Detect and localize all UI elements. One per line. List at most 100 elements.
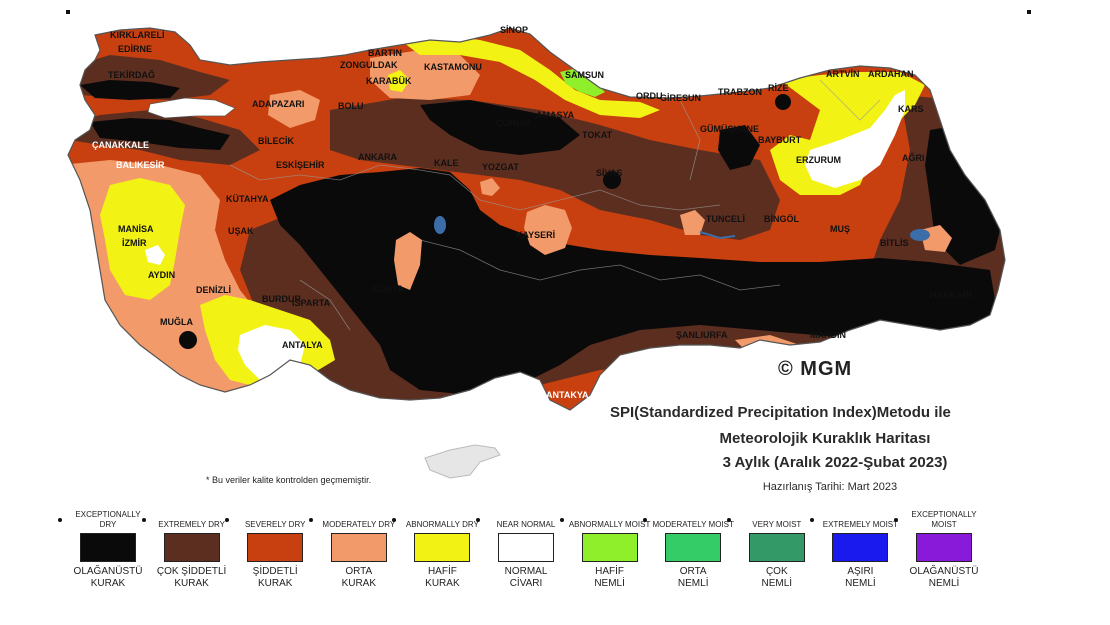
city-label: KARS xyxy=(898,104,924,114)
city-label: BİLECİK xyxy=(258,136,294,146)
legend-label-tr: AŞIRI NEMLİ xyxy=(845,566,876,589)
legend-swatch xyxy=(163,533,220,562)
legend-swatch xyxy=(916,533,972,562)
zone-moderately-dry-konya xyxy=(394,232,422,290)
city-label: ANTAKYA xyxy=(546,390,589,400)
legend-bullet xyxy=(810,518,815,522)
legend-label-tr: ORTA NEMLİ xyxy=(677,566,709,589)
legend-label-en: SEVERELY DRY xyxy=(244,520,306,529)
city-label: KAYSERİ xyxy=(516,230,556,240)
legend-swatch xyxy=(247,533,304,562)
city-label: HAKKARİ xyxy=(930,290,972,300)
city-label: BOLU xyxy=(338,101,364,111)
legend-label-tr: OLAĞANÜSTÜ NEMLİ xyxy=(909,566,979,589)
city-label: SİVAS xyxy=(596,168,623,178)
legend-swatch xyxy=(498,533,554,562)
spot-exceptionally-dry-rize xyxy=(775,94,791,110)
legend-bullet xyxy=(392,518,397,522)
zone-extremely-dry-north xyxy=(330,98,780,240)
legend-swatch xyxy=(414,533,471,562)
legend-label-en: MODERATELY MOIST xyxy=(652,520,734,529)
sea-of-marmara xyxy=(147,97,236,119)
reservoir-ataturk xyxy=(699,231,736,240)
city-label: UŞAK xyxy=(228,226,254,236)
zone-exceptionally-dry-sivas xyxy=(718,125,760,170)
city-label: AYDIN xyxy=(148,270,176,280)
legend-label-en: MODERATELY DRY xyxy=(322,520,396,529)
lake-van xyxy=(910,229,930,241)
title-line-3: 3 Aylık (Aralık 2022-Şubat 2023) xyxy=(722,454,948,471)
city-label: MANİSA xyxy=(118,224,154,234)
legend-swatch xyxy=(832,533,889,562)
legend-item: VERY MOIST ÇOK NEMLİ xyxy=(735,508,819,590)
legend-label-en: EXTREMELY DRY xyxy=(158,520,225,529)
zone-abnormally-dry-blacksea xyxy=(400,35,660,118)
legend-bullet xyxy=(643,518,648,522)
city-label: GÜMÜŞHANE xyxy=(700,124,760,134)
city-label: KALE xyxy=(434,158,459,168)
city-label: ÇORUM xyxy=(496,118,530,128)
city-label: KONYA xyxy=(372,284,404,294)
spot-exceptionally-dry-mugla xyxy=(179,331,197,349)
cyprus-island xyxy=(424,444,501,479)
legend-label-tr: ÇOK ŞİDDETLİ KURAK xyxy=(156,566,227,589)
city-label: SAMSUN xyxy=(565,70,605,80)
city-label: TEKİRDAĞ xyxy=(108,70,155,80)
city-label: BARTIN xyxy=(368,48,402,58)
title-line-2: Meteorolojik Kuraklık Haritası xyxy=(719,430,931,447)
legend-label-tr: ÇOK NEMLİ xyxy=(761,566,793,589)
zone-near-normal-izmir xyxy=(145,245,165,265)
zone-exceptionally-dry-central xyxy=(270,168,1000,395)
legend-swatch xyxy=(665,533,722,562)
city-label: ERZURUM xyxy=(796,155,841,165)
legend-item: SEVERELY DRY ŞİDDETLİ KURAK xyxy=(233,508,317,590)
city-label: MUĞLA xyxy=(160,317,193,327)
legend-bullet xyxy=(476,518,480,522)
zone-exceptionally-dry-nw xyxy=(80,80,180,100)
city-label: ZONGULDAK xyxy=(340,60,398,70)
city-label: ARTVİN xyxy=(826,69,860,79)
legend-label-en: ABNORMALLY MOIST xyxy=(568,520,651,529)
legend-label-tr: HAFİF KURAK xyxy=(425,566,460,589)
legend-bullet xyxy=(559,518,564,522)
legend-item: EXCEPTIONALLY MOIST OLAĞANÜSTÜ NEMLİ xyxy=(902,508,986,590)
city-label: ÇANAKKALE xyxy=(92,140,149,150)
zone-moderately-dry-yozgat xyxy=(480,178,500,196)
legend-label-en: ABNORMALLY DRY xyxy=(405,520,479,529)
city-label: MUŞ xyxy=(830,224,850,234)
legend-item: EXTREMELY MOIST AŞIRI NEMLİ xyxy=(818,508,902,590)
city-label: ARDAHAN xyxy=(868,69,914,79)
city-label: ANTALYA xyxy=(282,340,323,350)
city-label: ŞANLIURFA xyxy=(676,330,728,340)
legend-label-tr: HAFİF NEMLİ xyxy=(594,566,625,589)
legend-bullet xyxy=(141,518,146,522)
zone-abnormally-moist-samsun xyxy=(560,68,605,97)
spot-exceptionally-dry-sivas xyxy=(603,171,621,189)
zone-moderately-dry-marmara xyxy=(268,90,320,128)
legend-item: MODERATELY DRY ORTA KURAK xyxy=(317,508,401,590)
city-label: BİNGÖL xyxy=(764,214,799,224)
legend-item: EXTREMELY DRY ÇOK ŞİDDETLİ KURAK xyxy=(150,508,234,590)
legend-bullet xyxy=(308,518,313,522)
map-title: SPI(Standardized Precipitation Index)Met… xyxy=(600,402,1030,496)
city-label: BURDUR xyxy=(262,294,301,304)
legend-label-tr: ORTA KURAK xyxy=(341,566,377,589)
legend-label-en: EXCEPTIONALLY DRY xyxy=(75,510,141,529)
zone-abnormally-dry-karabuk xyxy=(388,70,410,92)
corner-mark-tl xyxy=(66,10,70,14)
turkey-outline xyxy=(67,27,1006,411)
city-label: KIRKLARELİ xyxy=(110,30,165,40)
city-label: AĞRI xyxy=(902,153,925,163)
legend-bullet xyxy=(726,518,731,522)
city-label: İZMİR xyxy=(122,238,147,248)
city-label: TUNCELİ xyxy=(706,214,745,224)
city-label: ORDU xyxy=(636,91,663,101)
data-quality-note: * Bu veriler kalite kontrolden geçmemişt… xyxy=(206,475,372,485)
zone-near-normal-erzurum xyxy=(805,90,905,188)
city-label: SİNOP xyxy=(500,25,529,35)
legend-label-tr: OLAĞANÜSTÜ KURAK xyxy=(73,566,143,589)
city-label: ANKARA xyxy=(358,152,397,162)
city-label: MARDİN xyxy=(810,330,846,340)
legend-item: ABNORMALLY MOIST HAFİF NEMLİ xyxy=(568,508,652,590)
legend-item: NEAR NORMAL NORMAL CİVARI xyxy=(484,508,568,590)
